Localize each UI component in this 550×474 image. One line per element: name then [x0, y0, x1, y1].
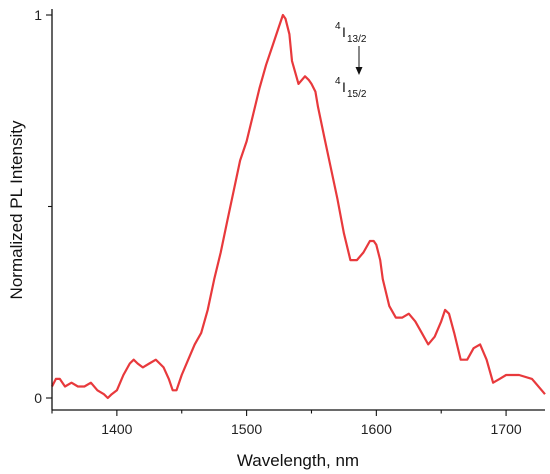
upper-level-label: 4 I 13/2	[335, 21, 367, 45]
series-line-0	[51, 13, 546, 400]
level-symbol: I	[342, 79, 346, 95]
x-tick-label: 1500	[231, 421, 262, 437]
y-tick-label: 1	[34, 7, 42, 23]
transition-annotation: 4 I 13/24 I 15/2	[335, 21, 367, 100]
level-superscript: 4	[335, 76, 341, 87]
lower-level-label: 4 I 15/2	[335, 76, 367, 100]
level-subscript: 15/2	[347, 89, 367, 100]
x-axis-label: Wavelength, nm	[237, 451, 359, 470]
y-tick-label: 0	[34, 390, 42, 406]
level-superscript: 4	[335, 21, 341, 32]
y-axis-label: Normalized PL Intensity	[7, 120, 26, 299]
level-subscript: 13/2	[347, 34, 367, 45]
axes: 1400 1500 1600 1700 0 1	[34, 7, 545, 437]
x-tick-label: 1600	[361, 421, 392, 437]
plot-area	[51, 13, 546, 400]
down-arrow	[355, 67, 363, 75]
x-tick-label: 1700	[491, 421, 522, 437]
level-symbol: I	[342, 24, 346, 40]
x-tick-label: 1400	[101, 421, 132, 437]
